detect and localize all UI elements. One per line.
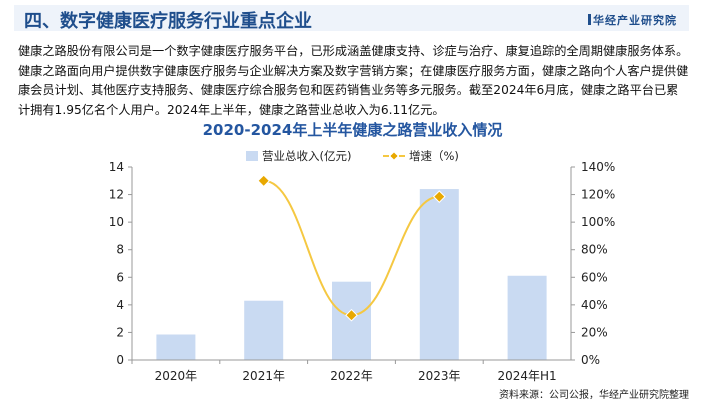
right-tick-label: 0% [581, 353, 600, 367]
legend-line-marker [390, 152, 398, 160]
left-tick-label: 6 [116, 270, 124, 284]
right-tick-label: 20% [581, 325, 608, 339]
right-tick-label: 140% [581, 160, 615, 174]
right-tick-label: 40% [581, 298, 608, 312]
section-title: 四、数字健康医疗服务行业重点企业 [24, 11, 312, 32]
section-header: 四、数字健康医疗服务行业重点企业 华经产业研究院 [14, 5, 689, 32]
right-tick-label: 120% [581, 188, 615, 202]
right-tick-label: 60% [581, 270, 608, 284]
bar-0 [156, 334, 196, 360]
legend-bar-label: 营业总收入(亿元) [262, 149, 351, 163]
logo-icon [588, 14, 591, 25]
x-tick-label: 2022年 [330, 369, 373, 383]
source-note: 资料来源：公司公报，华经产业研究院整理 [499, 390, 689, 401]
legend-line-label: 增速（%) [409, 149, 459, 163]
left-tick-label: 12 [109, 188, 124, 202]
bar-1 [244, 300, 284, 360]
x-tick-label: 2020年 [155, 369, 198, 383]
x-tick-label: 2021年 [242, 369, 285, 383]
logo-text: 华经产业研究院 [593, 14, 677, 27]
left-tick-label: 4 [116, 298, 124, 312]
brand-logo: 华经产业研究院 [588, 12, 677, 28]
x-tick-label: 2024年H1 [497, 369, 556, 383]
left-tick-label: 2 [116, 325, 124, 339]
right-tick-label: 80% [581, 243, 608, 257]
bar-3 [419, 189, 459, 360]
growth-point-2 [432, 190, 446, 204]
left-tick-label: 8 [116, 243, 124, 257]
chart-title: 2020-2024年上半年健康之路营业收入情况 [202, 121, 503, 139]
right-tick-label: 100% [581, 215, 615, 229]
bar-4 [507, 275, 547, 360]
legend-bar-swatch [246, 151, 258, 161]
left-tick-label: 0 [116, 353, 124, 367]
x-tick-label: 2023年 [418, 369, 461, 383]
growth-point-0 [257, 174, 271, 188]
left-tick-label: 10 [109, 215, 124, 229]
description-paragraph: 健康之路股份有限公司是一个数字健康医疗服务平台，已形成涵盖健康支持、诊症与治疗、… [18, 44, 689, 117]
growth-point-1 [345, 308, 358, 322]
left-tick-label: 14 [109, 160, 124, 174]
